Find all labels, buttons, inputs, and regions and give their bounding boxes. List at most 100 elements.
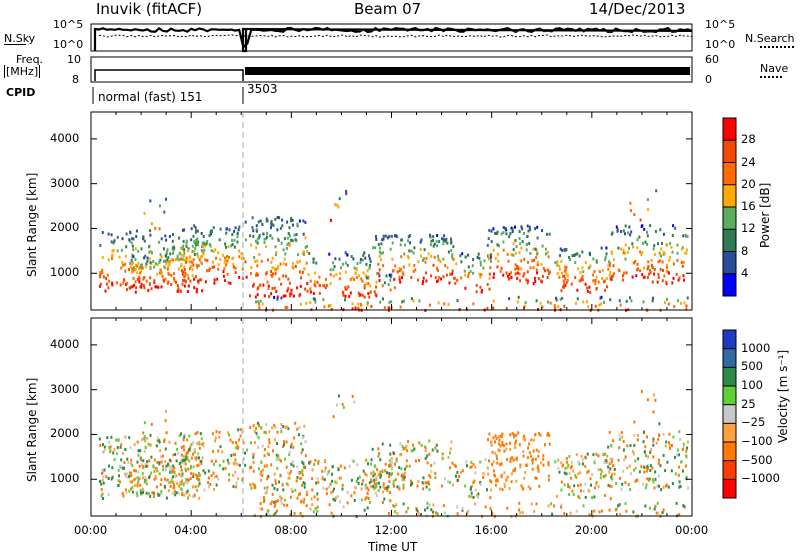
data-cell [402, 273, 405, 276]
data-cell [560, 461, 563, 465]
data-cell [150, 455, 153, 459]
data-cell [157, 436, 160, 440]
data-cell [129, 261, 132, 265]
data-cell [119, 445, 122, 449]
data-cell [163, 210, 166, 214]
data-cell [160, 272, 163, 276]
data-cell [524, 470, 527, 474]
data-cell [654, 229, 657, 233]
data-cell [219, 227, 222, 231]
data-cell [273, 296, 276, 299]
data-cell [576, 297, 579, 301]
data-cell [210, 474, 213, 478]
data-cell [233, 229, 235, 233]
data-cell [279, 459, 282, 463]
data-cell [256, 434, 259, 438]
data-cell [331, 465, 334, 468]
data-cell [569, 511, 572, 515]
data-cell [556, 272, 559, 276]
data-cell [467, 265, 470, 269]
data-cell [265, 271, 268, 275]
data-cell [534, 247, 537, 251]
data-cell [166, 267, 169, 271]
data-cell [577, 484, 580, 488]
data-cell [598, 270, 601, 273]
data-cell [557, 458, 560, 462]
data-cell [658, 484, 660, 488]
data-cell [339, 272, 342, 276]
data-cell [344, 298, 346, 302]
data-cell [238, 275, 241, 279]
freq-nave-panel [90, 56, 693, 83]
data-cell [601, 469, 604, 473]
data-cell [160, 491, 163, 495]
data-cell [319, 284, 321, 288]
data-cell [684, 464, 687, 468]
data-cell [284, 305, 287, 309]
data-cell [600, 302, 603, 306]
data-cell [403, 299, 405, 303]
data-cell [348, 295, 351, 298]
data-cell [252, 455, 255, 459]
data-cell [101, 255, 104, 259]
data-cell [633, 443, 636, 447]
data-cell [540, 263, 543, 267]
data-cell [652, 437, 655, 441]
data-cell [421, 282, 424, 286]
data-cell [567, 463, 570, 467]
data-cell [369, 284, 372, 288]
data-cell [189, 466, 192, 470]
data-cell [160, 255, 163, 259]
data-cell [159, 253, 162, 257]
data-cell [185, 256, 188, 260]
data-cell [564, 265, 567, 269]
data-cell [204, 280, 207, 284]
data-cell [120, 443, 123, 447]
data-cell [372, 246, 375, 250]
data-cell [206, 269, 208, 273]
data-cell [682, 278, 685, 282]
data-cell [371, 447, 374, 451]
data-cell [161, 274, 164, 278]
data-cell [148, 476, 151, 480]
data-cell [301, 473, 304, 477]
data-cell [249, 426, 252, 429]
data-cell [306, 244, 309, 248]
data-cell [173, 489, 176, 493]
data-cell [371, 480, 374, 484]
data-cell [188, 448, 191, 451]
data-cell [141, 487, 144, 491]
data-cell [553, 504, 556, 508]
data-cell [659, 254, 662, 258]
data-cell [389, 247, 392, 251]
data-cell [668, 444, 671, 447]
data-cell [158, 227, 161, 231]
data-cell [301, 448, 304, 452]
data-cell [518, 251, 521, 255]
data-cell [164, 254, 167, 258]
data-cell [681, 448, 684, 451]
data-cell [181, 257, 184, 261]
data-cell [526, 281, 529, 285]
data-cell [477, 252, 480, 256]
data-cell [399, 243, 402, 247]
data-cell [481, 289, 483, 293]
data-cell [370, 305, 373, 308]
data-cell [451, 483, 454, 487]
data-cell [523, 272, 526, 276]
data-cell [131, 464, 134, 468]
data-cell [490, 480, 493, 484]
data-cell [116, 281, 118, 285]
data-cell [171, 239, 174, 243]
data-cell [440, 277, 442, 281]
data-cell [330, 511, 333, 515]
data-cell [164, 234, 167, 238]
data-cell [224, 466, 227, 470]
data-cell [192, 234, 195, 238]
data-cell [263, 237, 266, 241]
data-cell [108, 464, 111, 468]
data-cell [444, 239, 447, 243]
data-cell [244, 220, 247, 224]
data-cell [149, 433, 152, 437]
data-cell [159, 271, 161, 275]
